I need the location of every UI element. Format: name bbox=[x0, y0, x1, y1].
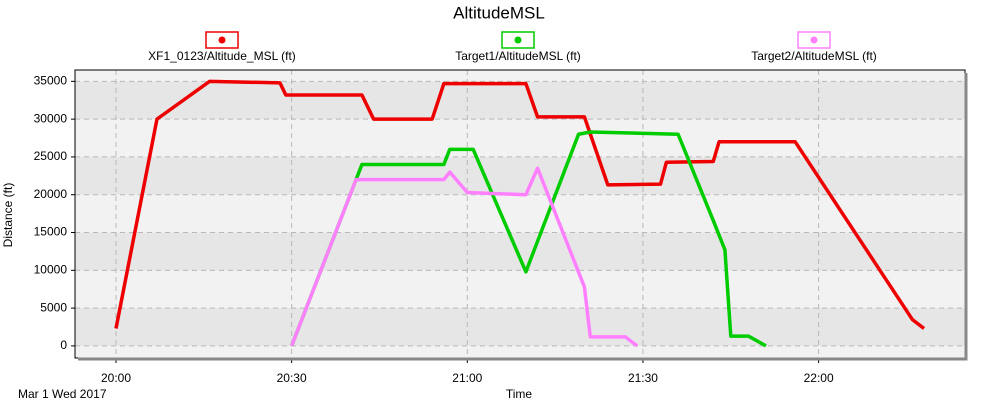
legend-label: Target1/AltitudeMSL (ft) bbox=[455, 49, 581, 63]
legend-marker bbox=[218, 36, 226, 44]
y-tick-label: 30000 bbox=[34, 111, 68, 125]
x-axis-label: Time bbox=[506, 387, 533, 401]
series-line bbox=[290, 130, 767, 348]
y-axis-label: Distance (ft) bbox=[1, 183, 15, 248]
y-tick-label: 10000 bbox=[34, 262, 68, 276]
x-tick-label: 20:00 bbox=[101, 371, 131, 385]
legend-marker bbox=[514, 36, 522, 44]
x-tick-label: 20:30 bbox=[277, 371, 307, 385]
y-tick-label: 0 bbox=[60, 338, 67, 352]
chart-title: AltitudeMSL bbox=[453, 3, 545, 22]
legend-marker bbox=[810, 36, 818, 44]
band bbox=[75, 232, 965, 271]
x-tick-label: 21:00 bbox=[452, 371, 482, 385]
plot-shadow bbox=[78, 73, 968, 361]
y-tick-label: 35000 bbox=[34, 74, 68, 88]
band bbox=[75, 81, 965, 120]
y-tick-label: 5000 bbox=[40, 300, 67, 314]
series-line bbox=[290, 166, 639, 348]
series-line bbox=[114, 79, 926, 330]
y-tick-label: 15000 bbox=[34, 225, 68, 239]
x-tick-label: 21:30 bbox=[628, 371, 658, 385]
band bbox=[75, 156, 965, 195]
y-tick-label: 25000 bbox=[34, 149, 68, 163]
y-tick-label: 20000 bbox=[34, 187, 68, 201]
legend-label: Target2/AltitudeMSL (ft) bbox=[751, 49, 877, 63]
x-tick-label: 22:00 bbox=[804, 371, 834, 385]
legend-label: XF1_0123/Altitude_MSL (ft) bbox=[148, 49, 296, 63]
band bbox=[75, 308, 965, 346]
date-label: Mar 1 Wed 2017 bbox=[18, 387, 107, 401]
